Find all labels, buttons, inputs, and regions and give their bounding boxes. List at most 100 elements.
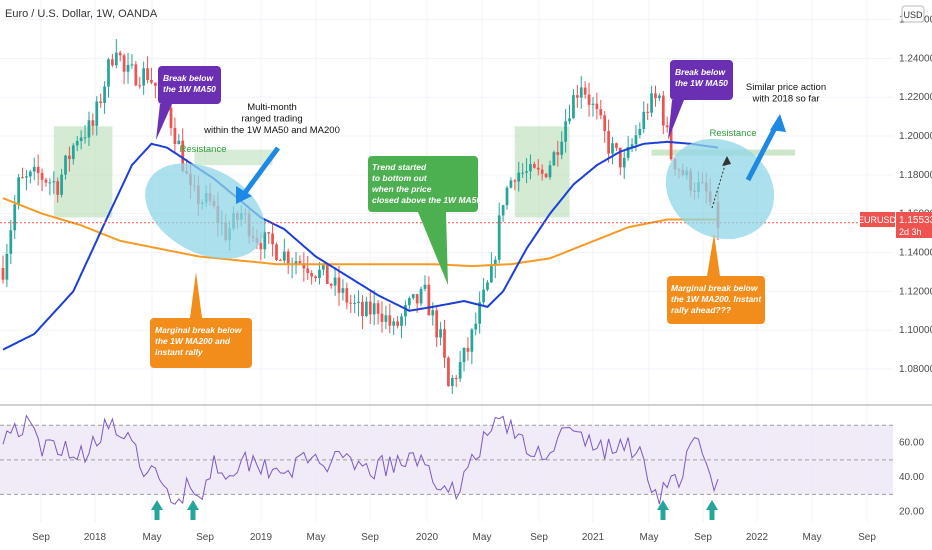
callout-break1-box [158, 66, 221, 104]
candle-body [611, 143, 614, 154]
ma200-line [2, 197, 718, 268]
candle-body [595, 103, 599, 110]
candle-body [607, 131, 610, 154]
candle-body [560, 141, 564, 155]
time-axis[interactable]: Sep 2018 May Sep 2019 May Sep 2020 May Sep 2021 May… [32, 532, 876, 543]
candle-body [5, 253, 9, 280]
rsi-axis[interactable]: 20.00 40.00 60.00 [899, 438, 924, 518]
callout-trend-text: Trend started to bottom out when the price… [372, 162, 481, 205]
callout-marginal2-text: Marginal break below the 1W MA200. Instan… [671, 283, 762, 315]
price-tag-box [896, 212, 932, 238]
price-tick-label: 1.10000 [899, 325, 932, 336]
candle-body [626, 146, 630, 158]
candle-body [407, 298, 411, 306]
candle-body [275, 244, 278, 260]
candle-body [525, 171, 528, 173]
candle-body [575, 95, 579, 98]
candle-body [150, 79, 153, 83]
candle-body [646, 111, 650, 113]
time-tick-label: 2018 [84, 532, 107, 543]
candle-body [306, 268, 310, 274]
rsi-tick-label: 20.00 [899, 507, 924, 518]
candle-body [138, 85, 142, 87]
candle-body [75, 141, 79, 146]
candle-body [665, 125, 669, 128]
candle-body [497, 215, 501, 260]
candle-body [642, 111, 646, 130]
time-tick-label: May [473, 532, 492, 543]
price-tick-label: 1.08000 [899, 364, 932, 375]
note-similar: Similar price action with 2018 so far [746, 82, 826, 105]
candle-body [286, 251, 290, 265]
callout-marginal1-box [150, 318, 252, 368]
candle-body [540, 169, 544, 174]
candle-body [28, 171, 32, 177]
ma50-line [2, 140, 719, 351]
candle-body [13, 204, 17, 231]
candle-body [634, 135, 638, 145]
candle-body [21, 177, 24, 179]
price-tick-label: 1.14000 [899, 248, 932, 259]
currency-badge[interactable] [901, 5, 925, 23]
candle-body [271, 233, 274, 245]
candle-body [603, 115, 607, 132]
candle-body [372, 303, 376, 315]
candle-body [40, 173, 44, 180]
time-tick-label: Sep [858, 532, 876, 543]
candle-body [361, 301, 364, 317]
candle-body [349, 302, 353, 304]
candle-body [294, 261, 298, 264]
candle-body [552, 152, 556, 166]
rsi-tick-label: 60.00 [899, 438, 924, 449]
note-multi-month: Multi-month ranged trading within the 1W M… [203, 102, 340, 136]
candle-body [536, 167, 540, 170]
rsi-signal-arrow [706, 500, 718, 520]
candle-body [423, 284, 427, 289]
candle-body [341, 288, 345, 293]
candle-body [630, 144, 634, 147]
candle-body [368, 301, 372, 315]
chart-title: Euro / U.S. Dollar, 1W, OANDA [5, 8, 158, 20]
time-tick-label: 2019 [250, 532, 273, 543]
rsi-line [2, 414, 719, 505]
candle-body [177, 140, 181, 145]
resistance-zone-2018 [194, 149, 273, 166]
candle-body [482, 289, 485, 303]
time-tick-label: Sep [196, 532, 214, 543]
candle-body [572, 95, 575, 119]
candle-body [478, 302, 482, 324]
arrow-similar [745, 122, 780, 182]
candle-body [544, 173, 548, 178]
arrow-multi-month [241, 146, 281, 196]
candle-body [411, 294, 415, 299]
candle-body [490, 265, 493, 283]
candle-body [517, 172, 521, 182]
candle-body [44, 179, 48, 183]
candle-body [107, 59, 110, 87]
candle-body [638, 129, 642, 136]
candle-body [470, 329, 474, 352]
candle-body [169, 107, 173, 128]
candle-body [173, 127, 177, 145]
candle-body [1, 268, 5, 280]
candle-body [87, 120, 91, 138]
candle-body [435, 310, 439, 338]
time-tick-label: Sep [694, 532, 712, 543]
candle-body [36, 166, 40, 174]
candle-body [654, 93, 657, 99]
resistance-label-2: Resistance [710, 128, 757, 139]
candle-body [267, 232, 271, 234]
candle-body [505, 187, 509, 206]
candle-body [458, 362, 462, 379]
candle-body [329, 284, 333, 286]
time-tick-label: May [143, 532, 162, 543]
candle-body [325, 264, 329, 285]
time-tick-label: Sep [361, 532, 379, 543]
time-tick-label: May [803, 532, 822, 543]
candle-body [263, 232, 267, 250]
candle-body [111, 59, 114, 66]
candle-body [419, 288, 423, 304]
candle-body [259, 243, 263, 250]
candle-body [501, 205, 505, 216]
